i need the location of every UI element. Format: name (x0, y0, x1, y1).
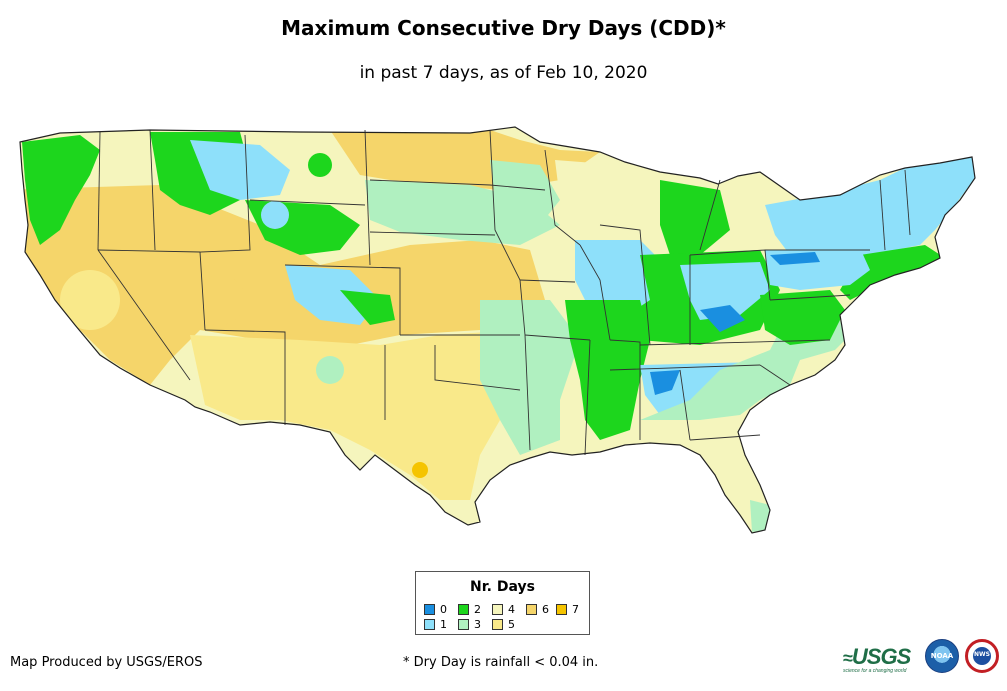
nws-logo-emblem (973, 647, 991, 665)
region-southwest-5 (190, 330, 520, 500)
footnote-text: * Dry Day is rainfall < 0.04 in. (403, 655, 599, 670)
legend: Nr. Days 0 1 2 3 4 5 6 7 (415, 571, 590, 635)
region-fl-3 (750, 500, 770, 532)
region-nw-2 (22, 135, 100, 245)
agency-logos: ≈USGS science for a changing world NOAA … (843, 638, 1003, 678)
patch-ut-6 (195, 275, 245, 325)
legend-swatch (458, 604, 469, 615)
region-west-6 (20, 185, 545, 385)
legend-label: 3 (474, 618, 481, 631)
region-co-1 (285, 265, 380, 325)
legend-swatch (492, 604, 503, 615)
nws-logo-text: NWS (974, 651, 990, 658)
legend-swatch (424, 619, 435, 630)
patch-sd-3 (404, 189, 436, 221)
usgs-logo: ≈USGS (843, 644, 911, 669)
region-va-2 (760, 290, 845, 345)
legend-swatch (526, 604, 537, 615)
region-greatlakes-4 (555, 160, 660, 230)
map-title: Maximum Consecutive Dry Days (CDD)* (281, 16, 726, 40)
region-pa-0 (770, 252, 820, 265)
credit-text: Map Produced by USGS/EROS (10, 655, 203, 670)
usgs-tagline: science for a changing world (843, 668, 907, 674)
cdd-fill-regions (20, 127, 975, 533)
region-mt-1 (190, 140, 290, 200)
patch-wy-1 (261, 201, 289, 229)
legend-item: 6 (526, 603, 549, 616)
noaa-logo-text: NOAA (930, 652, 954, 660)
region-ga-3 (640, 320, 845, 420)
legend-label: 6 (542, 603, 549, 616)
region-fl-4 (690, 432, 770, 532)
legend-label: 7 (572, 603, 579, 616)
usgs-logo-text: USGS (851, 644, 911, 669)
legend-label: 0 (440, 603, 447, 616)
legend-label: 2 (474, 603, 481, 616)
region-ne-2 (840, 245, 945, 300)
legend-swatch (424, 604, 435, 615)
legend-item: 2 (458, 603, 481, 616)
region-texas-3 (480, 300, 580, 455)
legend-item: 3 (458, 618, 481, 631)
legend-item: 1 (424, 618, 447, 631)
legend-label: 4 (508, 603, 515, 616)
legend-item: 7 (556, 603, 579, 616)
map-subtitle: in past 7 days, as of Feb 10, 2020 (359, 63, 648, 83)
legend-item: 0 (424, 603, 447, 616)
state-boundaries (97, 129, 911, 456)
legend-label: 1 (440, 618, 447, 631)
patch-tx-7 (412, 462, 428, 478)
legend-label: 5 (508, 618, 515, 631)
region-ohio-1 (680, 262, 770, 320)
noaa-logo: NOAA (925, 639, 959, 673)
region-ky-0 (700, 305, 745, 332)
region-co-2 (340, 290, 395, 325)
legend-title: Nr. Days (470, 579, 535, 595)
legend-item: 4 (492, 603, 515, 616)
region-mi-2 (660, 180, 730, 255)
patch-nm-3 (316, 356, 344, 384)
region-tn-0 (650, 370, 680, 395)
legend-item: 5 (492, 618, 515, 631)
region-ny-1 (765, 157, 975, 260)
legend-swatch (556, 604, 567, 615)
legend-swatch (492, 619, 503, 630)
region-miss-2 (565, 300, 650, 440)
patch-ca-5 (60, 270, 120, 330)
region-mn-3 (490, 160, 560, 225)
patch-nd-2 (308, 153, 332, 177)
legend-swatch (458, 619, 469, 630)
nws-logo: NWS (965, 639, 999, 673)
